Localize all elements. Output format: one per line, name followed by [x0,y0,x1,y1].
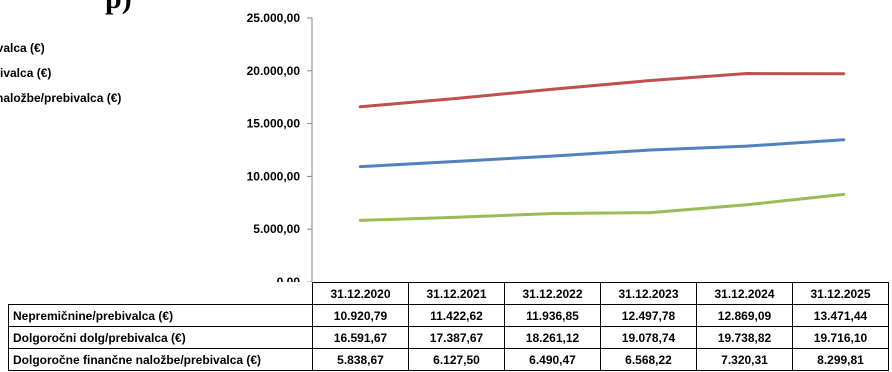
data-point [745,203,749,207]
data-point [455,159,459,163]
data-label: 5.838,67 [312,348,409,371]
data-label: 19.738,82 [696,326,793,349]
data-point [842,72,846,76]
y-tick-label: 5.000,00 [253,222,300,236]
data-point [358,218,362,222]
category-label: 31.12.2021 [408,282,505,305]
chart-data-table: 31.12.2020 31.12.2021 31.12.2022 31.12.2023… [8,282,889,371]
y-tick-label: 15.000,00 [247,117,301,131]
series-line-1 [360,138,844,169]
data-label: 18.261,12 [504,326,601,349]
data-point [648,148,652,152]
data-label: 6.568,22 [600,348,697,371]
data-point [552,154,556,158]
y-tick-label: 20.000,00 [247,64,301,78]
data-label: 11.936,85 [504,304,601,327]
category-label: 31.12.2023 [600,282,697,305]
table-row: Nepremičnine/prebivalca (€) 10.920,79 11.4… [8,304,889,327]
legend-item: e naložbe/prebivalca (€) [0,91,122,105]
data-label: 8.299,81 [792,348,889,371]
data-label: 10.920,79 [312,304,409,327]
data-label: 12.869,09 [696,304,793,327]
page-heading: p) [105,0,132,26]
data-point [745,72,749,76]
table-header-row: 31.12.2020 31.12.2021 31.12.2022 31.12.2023… [9,282,889,305]
series-line-2 [360,72,844,109]
category-label: 31.12.2024 [696,282,793,305]
data-point [648,79,652,83]
chart-legend: bivalca (€) ebivalca (€) e naložbe/prebi… [0,36,121,111]
category-label: 31.12.2020 [312,282,409,305]
data-point [455,215,459,219]
data-label: 13.471,44 [792,304,889,327]
data-label: 16.591,67 [312,326,409,349]
data-label: 12.497,78 [600,304,697,327]
data-point [745,144,749,148]
data-point [455,96,459,100]
legend-item: ebivalca (€) [0,66,52,80]
category-label: 31.12.2025 [792,282,889,305]
data-label: 17.387,67 [408,326,505,349]
table-row: Dolgoročni dolg/prebivalca (€) 16.591,67 1… [8,326,889,349]
data-label: 11.422,62 [408,304,505,327]
data-label: 6.127,50 [408,348,505,371]
data-point [358,105,362,109]
data-point [842,138,846,142]
page-heading-text: p [105,0,122,15]
y-tick-label: 10.000,00 [247,169,301,183]
series-name-cell: Dolgoročni dolg/prebivalca (€) [8,326,313,349]
data-label: 7.320,31 [696,348,793,371]
data-label: 19.716,10 [792,326,889,349]
page-heading-tail: ) [122,0,132,15]
series-name-cell: Dolgoročne finančne naložbe/prebivalca (… [8,348,313,371]
series-line-3 [360,192,844,222]
data-point [842,192,846,196]
y-tick-label: 0,00 [277,275,301,282]
data-label: 6.490,47 [504,348,601,371]
y-tick-label: 25.000,00 [247,11,301,25]
table-corner-cell [9,283,313,305]
data-point [552,211,556,215]
data-point [552,87,556,91]
legend-item: bivalca (€) [0,41,45,55]
line-chart: 0,00 5.000,00 10.000,00 15.000,00 20.000,00 2… [247,11,846,282]
series-name-cell: Nepremičnine/prebivalca (€) [8,304,313,327]
data-point [358,165,362,169]
table-row: Dolgoročne finančne naložbe/prebivalca (… [8,348,889,371]
data-point [648,211,652,215]
category-label: 31.12.2022 [504,282,601,305]
data-label: 19.078,74 [600,326,697,349]
